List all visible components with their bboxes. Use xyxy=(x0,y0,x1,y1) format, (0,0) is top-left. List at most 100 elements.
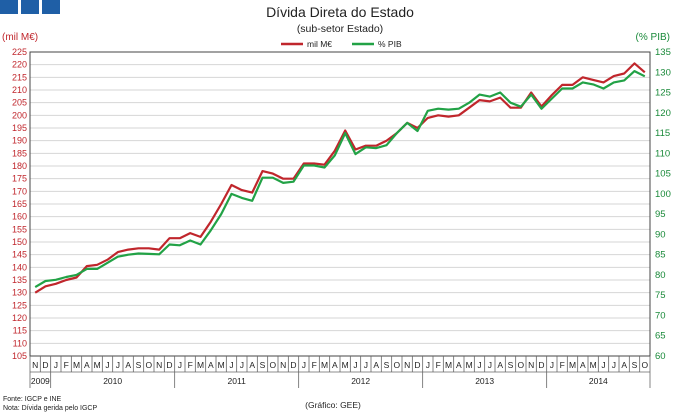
x-tick-month: M xyxy=(569,360,576,370)
y-tick-left: 110 xyxy=(13,338,27,348)
chart-credit: (Gráfico: GEE) xyxy=(305,400,361,410)
chart-subtitle: (sub-setor Estado) xyxy=(297,23,383,35)
y-tick-right: 85 xyxy=(655,250,666,261)
y-tick-left: 165 xyxy=(12,199,27,209)
x-tick-month: A xyxy=(497,360,503,370)
y-tick-right: 125 xyxy=(655,88,671,99)
y-tick-right: 70 xyxy=(655,310,666,321)
logo-block-2 xyxy=(21,0,39,14)
x-tick-month: N xyxy=(32,360,38,370)
x-tick-month: J xyxy=(116,360,120,370)
source-note: Fonte: IGCP e INE xyxy=(3,396,62,403)
x-year-label: 2013 xyxy=(475,376,494,386)
x-tick-month: J xyxy=(364,360,368,370)
x-tick-month: F xyxy=(312,360,317,370)
x-tick-month: F xyxy=(64,360,69,370)
y-axis-right-label: (% PIB) xyxy=(636,32,670,43)
x-tick-month: O xyxy=(146,360,153,370)
x-tick-month: S xyxy=(632,360,638,370)
y-tick-left: 185 xyxy=(12,148,27,158)
y-tick-left: 120 xyxy=(12,313,27,323)
x-tick-month: O xyxy=(642,360,649,370)
x-tick-month: S xyxy=(260,360,266,370)
y-tick-left: 180 xyxy=(12,161,27,171)
x-tick-month: J xyxy=(601,360,605,370)
x-tick-month: J xyxy=(54,360,58,370)
legend-label-debt: mil M€ xyxy=(307,39,332,49)
x-tick-month: D xyxy=(414,360,420,370)
x-tick-month: J xyxy=(477,360,481,370)
y-tick-right: 90 xyxy=(655,229,666,240)
y-tick-right: 95 xyxy=(655,209,666,220)
x-tick-month: O xyxy=(394,360,401,370)
x-tick-month: F xyxy=(436,360,441,370)
x-tick-month: D xyxy=(538,360,544,370)
series-line-pct-gdp xyxy=(34,69,646,289)
x-tick-month: O xyxy=(518,360,525,370)
x-tick-month: J xyxy=(612,360,616,370)
y-tick-left: 145 xyxy=(12,250,27,260)
y-tick-left: 190 xyxy=(12,136,27,146)
x-tick-month: M xyxy=(73,360,80,370)
y-tick-right: 75 xyxy=(655,290,666,301)
x-tick-month: A xyxy=(621,360,627,370)
y-tick-right: 115 xyxy=(655,128,670,139)
x-tick-month: N xyxy=(280,360,286,370)
x-tick-month: D xyxy=(42,360,48,370)
brand-logo xyxy=(0,0,60,14)
y-tick-right: 130 xyxy=(655,67,671,78)
x-tick-month: A xyxy=(373,360,379,370)
x-tick-month: O xyxy=(270,360,277,370)
y-tick-right: 135 xyxy=(655,47,671,58)
y-tick-left: 125 xyxy=(12,300,27,310)
x-year-label: 2010 xyxy=(103,376,122,386)
y-tick-left: 155 xyxy=(12,224,27,234)
x-tick-month: N xyxy=(404,360,410,370)
x-tick-month: J xyxy=(302,360,306,370)
x-tick-month: J xyxy=(240,360,244,370)
y-axis-left-label: (mil M€) xyxy=(2,32,38,43)
x-tick-month: M xyxy=(466,360,473,370)
y-tick-left: 170 xyxy=(12,186,27,196)
y-tick-right: 100 xyxy=(655,189,671,200)
y-tick-right: 65 xyxy=(655,331,666,342)
x-tick-month: J xyxy=(353,360,357,370)
x-tick-month: S xyxy=(384,360,390,370)
x-tick-month: J xyxy=(105,360,109,370)
x-tick-month: M xyxy=(342,360,349,370)
y-tick-right: 105 xyxy=(655,169,671,180)
y-tick-left: 130 xyxy=(12,288,27,298)
x-tick-month: J xyxy=(178,360,182,370)
y-tick-left: 215 xyxy=(12,72,27,82)
logo-block-3 xyxy=(42,0,60,14)
x-tick-month: F xyxy=(560,360,565,370)
y-tick-left: 135 xyxy=(12,275,27,285)
x-tick-month: A xyxy=(208,360,214,370)
x-tick-month: N xyxy=(156,360,162,370)
y-tick-right: 110 xyxy=(655,148,670,159)
x-tick-month: F xyxy=(188,360,193,370)
x-tick-month: A xyxy=(84,360,90,370)
x-tick-month: S xyxy=(508,360,514,370)
grid-lines xyxy=(30,51,650,357)
y-tick-left: 220 xyxy=(12,60,27,70)
series-lines xyxy=(34,62,646,294)
x-tick-month: D xyxy=(290,360,296,370)
y-tick-left: 195 xyxy=(12,123,27,133)
x-year-label: 2012 xyxy=(351,376,370,386)
x-tick-month: J xyxy=(488,360,492,370)
x-tick-month: M xyxy=(590,360,597,370)
x-year-label: 2009 xyxy=(31,376,50,386)
x-tick-month: J xyxy=(229,360,233,370)
x-tick-month: N xyxy=(528,360,534,370)
y-tick-left: 205 xyxy=(12,98,27,108)
y-tick-right: 120 xyxy=(655,108,671,119)
y-tick-left: 225 xyxy=(12,47,27,57)
x-tick-month: M xyxy=(94,360,101,370)
x-tick-month: A xyxy=(456,360,462,370)
y-tick-right: 80 xyxy=(655,270,666,281)
series-line-debt xyxy=(34,62,646,294)
y-tick-left: 150 xyxy=(12,237,27,247)
x-tick-month: J xyxy=(550,360,554,370)
